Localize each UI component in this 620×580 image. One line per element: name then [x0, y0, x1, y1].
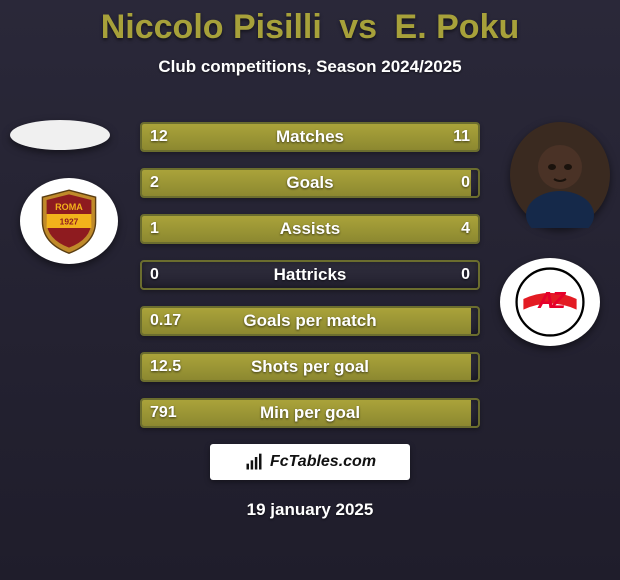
stat-row: 12.5Shots per goal: [140, 352, 480, 382]
stat-label: Matches: [142, 127, 478, 147]
stat-row: 00Hattricks: [140, 260, 480, 290]
subtitle: Club competitions, Season 2024/2025: [0, 57, 620, 77]
fctables-badge: FcTables.com: [210, 444, 410, 480]
stat-label: Goals: [142, 173, 478, 193]
vs-text: vs: [339, 8, 377, 46]
stat-row: 791Min per goal: [140, 398, 480, 428]
comparison-card: Niccolo Pisilli vs E. Poku Club competit…: [0, 0, 620, 580]
page-title: Niccolo Pisilli vs E. Poku: [0, 0, 620, 47]
stat-row: 0.17Goals per match: [140, 306, 480, 336]
stat-label: Shots per goal: [142, 357, 478, 377]
date-text: 19 january 2025: [0, 500, 620, 520]
stat-bars: 1211Matches 20Goals 14Assists 00Hattricks 0.…: [140, 122, 480, 444]
player1-photo: [10, 120, 110, 150]
player1-club-badge: ROMA 1927: [20, 178, 118, 264]
svg-text:1927: 1927: [60, 217, 79, 227]
stat-label: Goals per match: [142, 311, 478, 331]
svg-text:Z: Z: [551, 287, 567, 313]
chart-bars-icon: [244, 452, 264, 472]
stat-row: 1211Matches: [140, 122, 480, 152]
player2-club-badge: A Z: [500, 258, 600, 346]
player2-photo: [510, 122, 610, 228]
az-logo-icon: A Z: [500, 258, 600, 346]
stat-label: Hattricks: [142, 265, 478, 285]
roma-shield-icon: ROMA 1927: [20, 178, 118, 264]
stat-row: 20Goals: [140, 168, 480, 198]
player1-name: Niccolo Pisilli: [101, 8, 322, 46]
player2-name: E. Poku: [395, 8, 520, 46]
stat-row: 14Assists: [140, 214, 480, 244]
stat-label: Assists: [142, 219, 478, 239]
svg-text:ROMA: ROMA: [55, 202, 83, 212]
fctables-text: FcTables.com: [270, 453, 376, 471]
stat-label: Min per goal: [142, 403, 478, 423]
